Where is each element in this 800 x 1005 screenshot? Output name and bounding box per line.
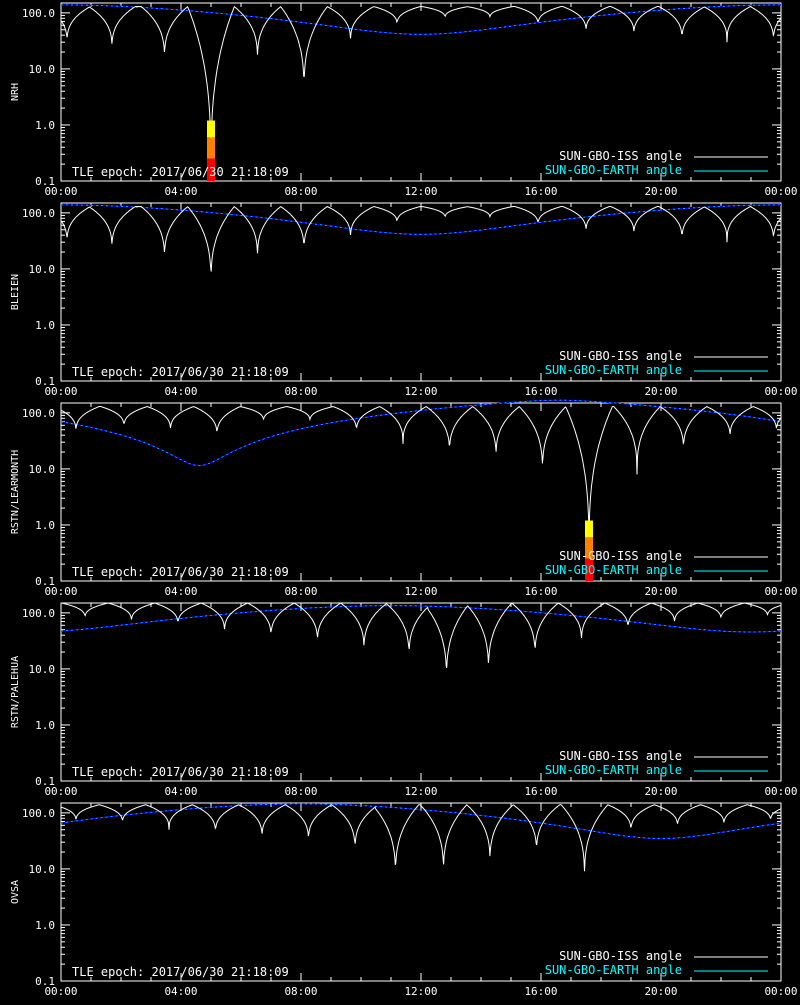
x-tick-label: 08:00 xyxy=(284,185,317,198)
y-tick-label: 1.0 xyxy=(35,119,55,132)
y-tick-label: 100.0 xyxy=(22,807,55,820)
y-axis-label: OVSA xyxy=(10,880,21,904)
epoch-label: TLE epoch: 2017/06/30 21:18:09 xyxy=(72,165,289,179)
panel-3: 0.1 1.0 10.0 100.0 00:00 04:00 08:00 12:00 16:00… xyxy=(10,399,798,598)
x-tick-label: 20:00 xyxy=(644,785,677,798)
legend-earth-label: SUN-GBO-EARTH angle xyxy=(545,963,682,977)
legend-iss-label: SUN-GBO-ISS angle xyxy=(559,749,682,763)
x-tick-label: 12:00 xyxy=(404,985,437,998)
transit-marker-bar xyxy=(585,520,593,538)
iss-angle-line xyxy=(60,206,782,272)
panel-5: 0.1 1.0 10.0 100.0 00:00 04:00 08:00 12:00 16:00… xyxy=(10,802,798,998)
transit-marker-bar xyxy=(207,158,215,181)
x-tick-label: 08:00 xyxy=(284,585,317,598)
x-tick-label: 00:00 xyxy=(44,585,77,598)
x-tick-label: 00:00 xyxy=(44,185,77,198)
y-tick-label: 100.0 xyxy=(22,407,55,420)
y-tick-label: 0.1 xyxy=(35,175,55,188)
y-tick-label: 0.1 xyxy=(35,575,55,588)
y-axis-label: NRH xyxy=(10,83,21,101)
legend-iss-label: SUN-GBO-ISS angle xyxy=(559,349,682,363)
y-tick-label: 10.0 xyxy=(29,463,56,476)
x-tick-label: 00:00 xyxy=(44,985,77,998)
x-tick-label: 20:00 xyxy=(644,985,677,998)
iss-angle-line xyxy=(60,804,782,872)
epoch-label: TLE epoch: 2017/06/30 21:18:09 xyxy=(72,765,289,779)
transit-marker-bar xyxy=(207,120,215,138)
x-tick-label: 04:00 xyxy=(164,585,197,598)
y-tick-label: 100.0 xyxy=(22,607,55,620)
iss-angle-line xyxy=(61,602,782,669)
x-tick-label: 08:00 xyxy=(284,385,317,398)
epoch-label: TLE epoch: 2017/06/30 21:18:09 xyxy=(72,565,289,579)
y-tick-label: 10.0 xyxy=(29,863,56,876)
x-tick-label: 00:00 xyxy=(764,185,797,198)
y-tick-label: 0.1 xyxy=(35,975,55,988)
x-tick-label: 12:00 xyxy=(404,585,437,598)
x-tick-label: 16:00 xyxy=(524,785,557,798)
transit-marker-bar xyxy=(585,537,593,559)
y-tick-label: 100.0 xyxy=(22,7,55,20)
epoch-label: TLE epoch: 2017/06/30 21:18:09 xyxy=(72,365,289,379)
legend-earth-label: SUN-GBO-EARTH angle xyxy=(545,763,682,777)
x-tick-label: 00:00 xyxy=(44,785,77,798)
epoch-label: TLE epoch: 2017/06/30 21:18:09 xyxy=(72,965,289,979)
earth-angle-highlight xyxy=(61,4,781,35)
y-axis-label: RSTN/LEARMONTH xyxy=(10,450,21,534)
y-tick-label: 1.0 xyxy=(35,519,55,532)
x-tick-label: 08:00 xyxy=(284,785,317,798)
transit-marker-bar xyxy=(585,558,593,581)
x-tick-label: 00:00 xyxy=(764,985,797,998)
y-axis-label: BLEIEN xyxy=(10,274,21,310)
x-tick-label: 12:00 xyxy=(404,185,437,198)
earth-angle-highlight xyxy=(60,605,782,633)
x-tick-label: 12:00 xyxy=(404,385,437,398)
x-tick-label: 04:00 xyxy=(164,185,197,198)
x-tick-label: 16:00 xyxy=(524,185,557,198)
legend-earth-label: SUN-GBO-EARTH angle xyxy=(545,563,682,577)
legend-iss-label: SUN-GBO-ISS angle xyxy=(559,149,682,163)
y-tick-label: 1.0 xyxy=(35,919,55,932)
y-axis-label: RSTN/PALEHUA xyxy=(10,656,21,728)
y-tick-label: 10.0 xyxy=(29,663,56,676)
x-tick-label: 16:00 xyxy=(524,385,557,398)
x-tick-label: 00:00 xyxy=(764,385,797,398)
earth-angle-line xyxy=(60,803,782,840)
y-tick-label: 10.0 xyxy=(29,63,56,76)
y-tick-label: 1.0 xyxy=(35,719,55,732)
legend-iss-label: SUN-GBO-ISS angle xyxy=(559,549,682,563)
y-tick-label: 100.0 xyxy=(22,207,55,220)
x-tick-label: 16:00 xyxy=(524,585,557,598)
iss-angle-line xyxy=(60,405,782,528)
x-tick-label: 20:00 xyxy=(644,385,677,398)
x-tick-label: 20:00 xyxy=(644,185,677,198)
x-tick-label: 04:00 xyxy=(164,985,197,998)
x-tick-label: 08:00 xyxy=(284,985,317,998)
x-tick-label: 04:00 xyxy=(164,785,197,798)
y-tick-label: 1.0 xyxy=(35,319,55,332)
x-tick-label: 16:00 xyxy=(524,985,557,998)
transit-marker-bar xyxy=(207,137,215,159)
y-tick-label: 10.0 xyxy=(29,263,56,276)
legend-earth-label: SUN-GBO-EARTH angle xyxy=(545,163,682,177)
x-tick-label: 00:00 xyxy=(44,385,77,398)
x-tick-label: 04:00 xyxy=(164,385,197,398)
x-tick-label: 12:00 xyxy=(404,785,437,798)
x-tick-label: 00:00 xyxy=(764,785,797,798)
legend-earth-label: SUN-GBO-EARTH angle xyxy=(545,363,682,377)
panel-2: 0.1 1.0 10.0 100.0 00:00 04:00 08:00 12:00 16:00… xyxy=(10,202,798,398)
y-tick-label: 0.1 xyxy=(35,775,55,788)
x-tick-label: 20:00 xyxy=(644,585,677,598)
legend-iss-label: SUN-GBO-ISS angle xyxy=(559,949,682,963)
y-tick-label: 0.1 xyxy=(35,375,55,388)
iss-angle-line xyxy=(60,5,782,145)
panel-1: 0.1 1.0 10.0 100.0 00:00 04:00 08:00 12:00 16:00… xyxy=(10,2,798,198)
x-tick-label: 00:00 xyxy=(764,585,797,598)
panel-4: 0.1 1.0 10.0 100.0 00:00 04:00 08:00 12:00 16:00… xyxy=(10,602,798,798)
earth-angle-highlight xyxy=(61,204,781,235)
